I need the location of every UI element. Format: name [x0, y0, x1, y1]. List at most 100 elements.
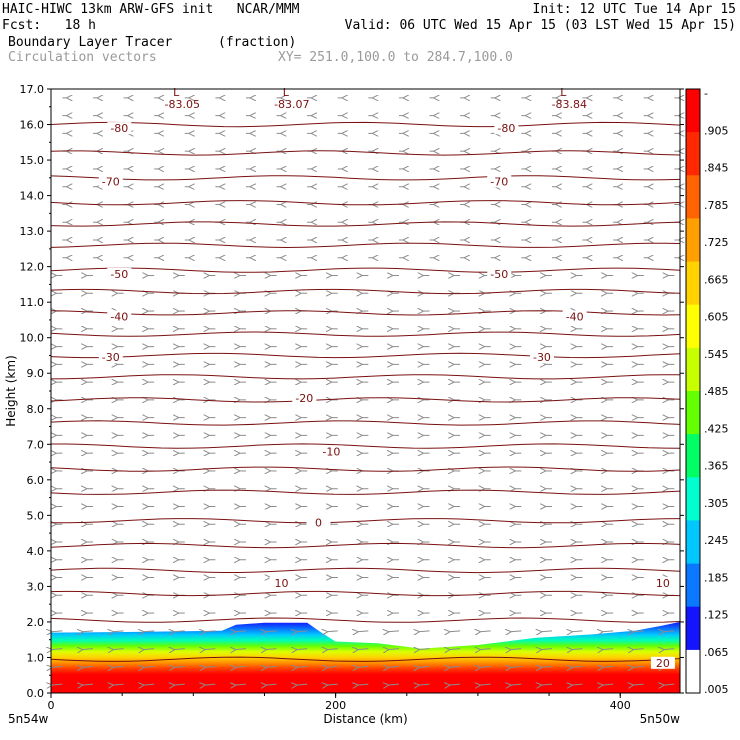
- colorbar-label: .485: [704, 385, 729, 398]
- x-end-location: 5n50w: [640, 712, 681, 726]
- circulation-vector: [663, 684, 675, 685]
- x-tick-label: 400: [610, 699, 631, 712]
- y-tick-label: 3.0: [27, 580, 45, 593]
- circulation-vector: [327, 649, 338, 650]
- circulation-vector: [419, 684, 430, 685]
- circulation-vector: [541, 684, 552, 685]
- contour-label-bg: [98, 351, 123, 364]
- contour-label: -30: [102, 351, 120, 364]
- circulation-vector: [663, 649, 675, 650]
- contour-label-bg: [319, 445, 344, 458]
- xy-label: XY= 251.0,100.0 to 284.7,100.0: [278, 50, 513, 65]
- colorbar-label: .905: [704, 124, 729, 137]
- contour-line: [50, 617, 681, 623]
- contour-line: [50, 374, 680, 380]
- circulation-vector: [480, 631, 491, 632]
- circulation-vector: [419, 631, 430, 632]
- circulation-vector: [388, 631, 399, 632]
- circulation-vector: [327, 666, 338, 667]
- circulation-vector: [204, 649, 216, 650]
- contour-label-bg: [98, 175, 123, 188]
- circulation-vector: [174, 666, 185, 667]
- circulation-vector: [266, 631, 277, 632]
- contour-label: -70: [490, 175, 508, 188]
- y-tick-label: 4.0: [27, 545, 45, 558]
- low-marker-symbol: L: [560, 86, 567, 99]
- contour-line: [50, 352, 681, 359]
- tracer-field: [51, 621, 680, 693]
- circulation-vector: [480, 666, 491, 667]
- circulation-vector: [235, 666, 247, 667]
- colorbar-swatch: [686, 347, 700, 392]
- circulation-vector: [266, 649, 277, 650]
- circulation-vector: [419, 649, 430, 650]
- low-marker-value: -83.07: [274, 98, 309, 111]
- contour-label-bg: [487, 175, 512, 188]
- colorbar-swatch: [686, 304, 700, 349]
- contour-line: [50, 590, 681, 597]
- contour-label: 10: [656, 577, 670, 590]
- circulation-vector: [113, 631, 124, 632]
- contour-label: -20: [295, 392, 313, 405]
- circulation-vector: [510, 684, 522, 685]
- colorbar-label: .665: [704, 273, 729, 286]
- contour-label: 0: [315, 516, 322, 529]
- contour-label-bg: [529, 351, 554, 364]
- y-tick-label: 6.0: [27, 474, 45, 487]
- contour-line: [50, 288, 681, 295]
- forecast-hour: Fcst: 18 h: [2, 18, 96, 33]
- colorbar-label: -: [704, 87, 708, 100]
- contour-line: [50, 175, 681, 181]
- circulation-vector: [388, 649, 399, 650]
- contour-label-bg: [107, 310, 132, 323]
- circulation-vector: [602, 684, 614, 685]
- circulation-vector: [266, 684, 277, 685]
- contour-label: -40: [110, 310, 128, 323]
- colorbar-swatch: [686, 261, 700, 306]
- contour-line: [50, 397, 681, 403]
- circulation-vector: [266, 666, 277, 667]
- circulation-vector: [82, 649, 94, 650]
- y-tick-label: 17.0: [20, 83, 45, 96]
- colorbar-label: .365: [704, 460, 729, 473]
- colorbar-label: .725: [704, 236, 729, 249]
- y-tick-label: 8.0: [27, 403, 45, 416]
- low-marker-value: -83.84: [552, 98, 587, 111]
- circulation-vector: [143, 631, 155, 632]
- contour-line: [50, 221, 681, 227]
- y-tick-label: 0.0: [27, 687, 45, 700]
- circulation-vector: [602, 666, 614, 667]
- circulation-vector: [633, 649, 644, 650]
- colorbar-swatch: [686, 391, 700, 435]
- low-marker-symbol: L: [283, 86, 290, 99]
- circulation-vector: [174, 631, 185, 632]
- circulation-vector: [51, 684, 63, 685]
- x-axis-label: Distance (km): [323, 712, 407, 726]
- circulation-vector: [419, 666, 430, 667]
- y-tick-label: 11.0: [20, 296, 45, 309]
- circulation-vector: [235, 649, 247, 650]
- contour-label-bg: [107, 267, 132, 280]
- circulation-vector: [174, 649, 185, 650]
- circulation-vector: [51, 631, 63, 632]
- tracer-layer: [51, 621, 680, 693]
- y-tick-label: 9.0: [27, 367, 45, 380]
- x-start-location: 5n54w: [8, 712, 49, 726]
- vector-layer: [51, 98, 679, 685]
- low-marker-value: -83.05: [164, 98, 199, 111]
- circulation-vector: [51, 649, 63, 650]
- colorbar-label: .605: [704, 311, 729, 324]
- y-tick-label: 12.0: [20, 261, 45, 274]
- contour-line: [50, 150, 681, 156]
- colorbar-label: .005: [704, 683, 729, 696]
- field-units: (fraction): [218, 35, 297, 50]
- contour-line: [50, 420, 681, 426]
- circulation-vector: [449, 684, 461, 685]
- contour-label-bg: [562, 310, 587, 323]
- colorbar-frame: [685, 88, 701, 694]
- y-tick-label: 5.0: [27, 509, 45, 522]
- circulation-vector: [296, 649, 308, 650]
- colorbar-label: .065: [704, 646, 729, 659]
- y-tick-label: 2.0: [27, 616, 45, 629]
